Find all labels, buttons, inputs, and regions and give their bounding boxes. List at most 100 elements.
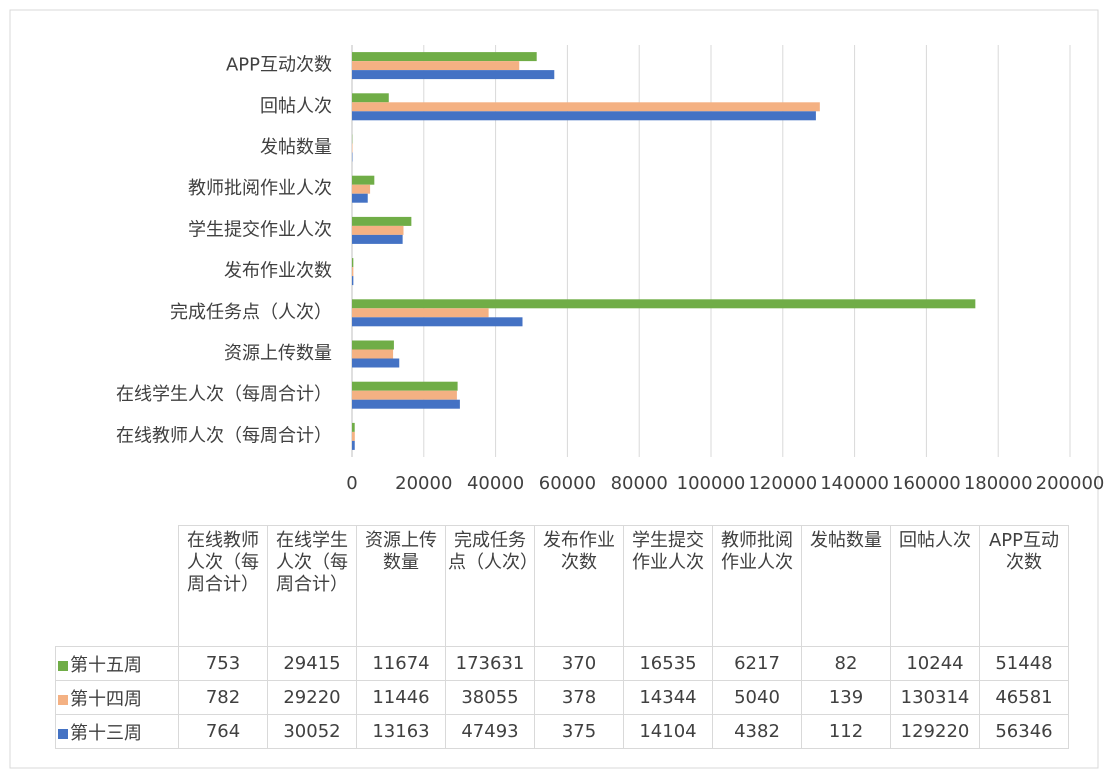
- x-tick-label: 0: [346, 473, 357, 494]
- bar: [352, 276, 354, 286]
- table-value: 47493: [445, 714, 535, 749]
- bar: [352, 61, 520, 71]
- legend-label: 第十三周: [70, 722, 142, 744]
- x-tick-label: 20000: [395, 473, 452, 494]
- x-tick-label: 140000: [820, 473, 889, 494]
- table-value: 51448: [979, 646, 1069, 681]
- bar: [352, 175, 375, 185]
- column-header: 在线学生人次（每周合计）: [267, 525, 357, 647]
- data-table: 在线教师人次（每周合计） 在线学生人次（每周合计） 资源上传数量 完成任务点（人次）发…: [55, 525, 1069, 749]
- table-value: 129220: [890, 714, 980, 749]
- bar: [352, 193, 368, 203]
- column-header: 完成任务点（人次）: [445, 525, 538, 647]
- legend-cell: 第十四周: [55, 680, 179, 715]
- bar: [352, 358, 400, 368]
- table-value: 370: [534, 646, 624, 681]
- table-value: 378: [534, 680, 624, 715]
- y-tick-label: 发布作业次数: [224, 261, 332, 282]
- bar: [352, 52, 537, 62]
- table-value: 764: [178, 714, 268, 749]
- column-header: 资源上传数量: [356, 525, 446, 647]
- table-value: 6217: [712, 646, 802, 681]
- y-tick-label: 在线教师人次（每周合计）: [116, 425, 332, 446]
- legend-key: [58, 694, 68, 705]
- x-tick-label: 100000: [677, 473, 746, 494]
- column-header: 发帖数量: [801, 525, 891, 647]
- table-row: 第十三周 764 30052 13163 47493 375 14104 4382 112 129…: [55, 714, 1069, 749]
- bar: [352, 93, 389, 103]
- bar: [352, 225, 404, 235]
- legend-label: 第十五周: [70, 654, 142, 676]
- legend-cell: 第十五周: [55, 646, 179, 681]
- table-value: 375: [534, 714, 624, 749]
- bar: [352, 431, 355, 441]
- x-tick-label: 200000: [1036, 473, 1105, 494]
- bar: [352, 422, 355, 432]
- bar: [352, 102, 820, 112]
- x-tick-label: 40000: [467, 473, 524, 494]
- y-tick-label: 发帖数量: [260, 137, 332, 158]
- chart-border: [9, 9, 1099, 769]
- bar: [352, 399, 460, 409]
- y-tick-label: 回帖人次: [260, 96, 332, 117]
- bar: [352, 70, 555, 80]
- column-header: 回帖人次: [890, 525, 980, 647]
- bar: [352, 216, 412, 226]
- y-tick-label: 资源上传数量: [224, 343, 332, 364]
- table-value: 11674: [356, 646, 446, 681]
- y-tick-label: 教师批阅作业人次: [188, 178, 332, 199]
- y-tick-label: 完成任务点（人次）: [170, 302, 332, 323]
- bar: [352, 184, 371, 194]
- table-value: 173631: [445, 646, 535, 681]
- table-value: 4382: [712, 714, 802, 749]
- legend-key: [58, 728, 68, 739]
- table-value: 56346: [979, 714, 1069, 749]
- bar: [352, 111, 816, 121]
- table-value: 82: [801, 646, 891, 681]
- table-value: 14344: [623, 680, 713, 715]
- table-value: 13163: [356, 714, 446, 749]
- x-tick-label: 180000: [964, 473, 1033, 494]
- table-row: 第十四周 782 29220 11446 38055 378 14344 5040 139 130…: [55, 680, 1069, 715]
- legend-label: 第十四周: [70, 688, 142, 710]
- bar: [352, 317, 523, 327]
- bar: [352, 390, 457, 400]
- bar: [352, 308, 489, 318]
- table-value: 139: [801, 680, 891, 715]
- x-tick-label: 60000: [539, 473, 596, 494]
- table-value: 14104: [623, 714, 713, 749]
- bar: [352, 340, 394, 350]
- table-value: 782: [178, 680, 268, 715]
- table-value: 29220: [267, 680, 357, 715]
- bar: [352, 299, 976, 309]
- table-value: 112: [801, 714, 891, 749]
- bar: [352, 267, 354, 277]
- table-value: 29415: [267, 646, 357, 681]
- column-header: 发布作业次数: [534, 525, 624, 647]
- x-tick-label: 120000: [748, 473, 817, 494]
- bar: [352, 381, 458, 391]
- legend-key: [58, 660, 68, 671]
- legend-cell: 第十三周: [55, 714, 179, 749]
- table-value: 16535: [623, 646, 713, 681]
- table-value: 753: [178, 646, 268, 681]
- column-header: 学生提交作业人次: [623, 525, 713, 647]
- y-tick-label: 在线学生人次（每周合计）: [116, 384, 332, 405]
- column-header: 在线教师人次（每周合计）: [178, 525, 268, 647]
- table-row: 第十五周 753 29415 11674 173631 370 16535 6217 82 102…: [55, 646, 1069, 681]
- table-value: 38055: [445, 680, 535, 715]
- x-tick-label: 160000: [892, 473, 961, 494]
- y-tick-label: 学生提交作业人次: [188, 219, 332, 240]
- bar: [352, 349, 394, 359]
- table-value: 10244: [890, 646, 980, 681]
- bar: [352, 440, 355, 450]
- table-value: 11446: [356, 680, 446, 715]
- corner: [56, 526, 179, 647]
- bar: [352, 258, 354, 268]
- x-tick-label: 80000: [611, 473, 668, 494]
- column-header: APP互动次数: [979, 525, 1069, 647]
- table-value: 46581: [979, 680, 1069, 715]
- bar: [352, 234, 403, 244]
